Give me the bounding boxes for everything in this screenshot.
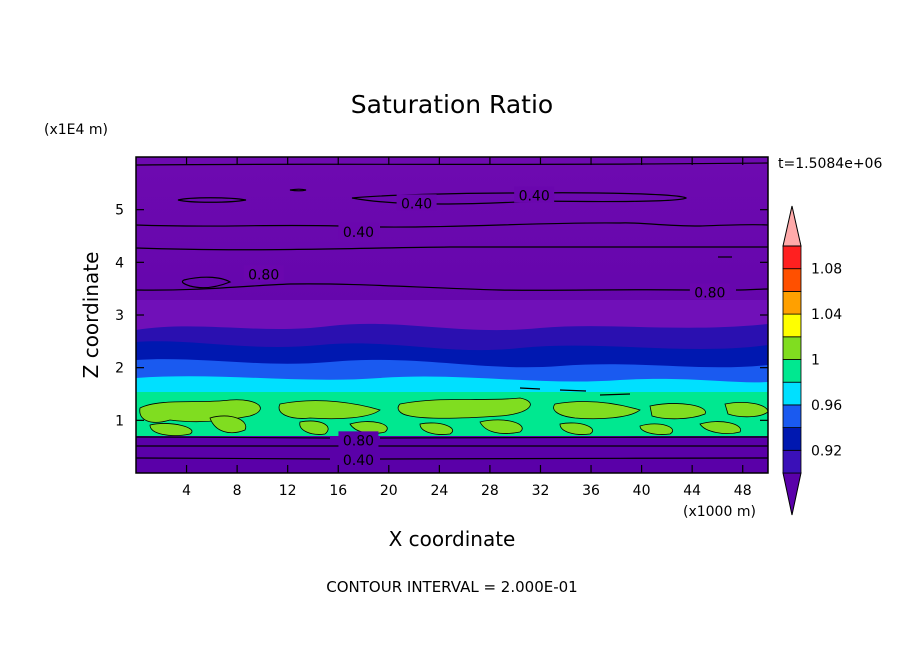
colorbar-high-arrow <box>782 205 802 247</box>
colorbar-label: 1 <box>811 353 820 369</box>
colorbar-swatch <box>782 449 802 474</box>
contour-label: 0.80 <box>343 433 374 449</box>
x-tick-label: 4 <box>182 483 191 499</box>
colorbar-label: 1.08 <box>811 262 842 278</box>
contour-label-bg <box>396 194 437 211</box>
contour-label: 0.40 <box>343 453 374 469</box>
x-tick-label: 28 <box>481 483 499 499</box>
contour-labels: 0.40 0.40 0.40 0.80 0.80 0.80 0.40 <box>243 186 730 469</box>
colorbar-swatch <box>782 381 802 406</box>
y-tick-label: 4 <box>115 255 124 271</box>
y-tick-label: 3 <box>115 308 124 324</box>
time-label: t=1.5084e+06 <box>778 156 882 172</box>
colorbar-label: 0.96 <box>811 398 842 414</box>
contour-lines <box>136 162 768 460</box>
field-bottom <box>136 436 768 473</box>
contour-label: 0.80 <box>694 285 725 301</box>
x-axis-label: X coordinate <box>389 527 516 551</box>
x-axis: 4 8 12 16 20 24 28 32 36 40 44 48 <box>182 157 752 499</box>
contour-label: 0.80 <box>248 267 279 283</box>
x-tick-label: 48 <box>734 483 752 499</box>
colorbar-swatch <box>782 404 802 428</box>
contour-interval-label: CONTOUR INTERVAL = 2.000E-01 <box>326 578 577 596</box>
colorbar-label: 0.92 <box>811 443 842 459</box>
x-unit-label: (x1000 m) <box>683 504 756 520</box>
y-axis: 1 2 3 4 5 <box>115 203 768 429</box>
x-tick-label: 44 <box>683 483 701 499</box>
chart-title: Saturation Ratio <box>351 90 553 119</box>
contour-label-bg <box>243 265 284 282</box>
contour-label-bg <box>514 186 555 203</box>
contour-label-bg <box>338 431 379 448</box>
x-tick-label: 8 <box>233 483 242 499</box>
colorbar-label: 1.04 <box>811 307 842 323</box>
colorbar-swatch <box>782 268 802 292</box>
x-tick-label: 40 <box>633 483 651 499</box>
x-tick-label: 12 <box>279 483 297 499</box>
colorbar-swatch <box>782 427 802 451</box>
y-tick-label: 1 <box>115 413 124 429</box>
contour-label: 0.40 <box>343 225 374 241</box>
y-tick-label: 5 <box>115 203 124 219</box>
colorbar-low-arrow <box>782 472 802 516</box>
contour-label-bg <box>689 283 730 300</box>
contour-label-bg <box>338 222 379 239</box>
colorbar-swatch <box>782 290 802 315</box>
colorbar-swatch <box>782 336 802 360</box>
x-tick-label: 16 <box>329 483 347 499</box>
y-axis-label: Z coordinate <box>79 252 103 379</box>
contour-label-bg <box>338 450 379 467</box>
contour-plot-area <box>136 157 768 473</box>
x-tick-label: 32 <box>532 483 550 499</box>
contour-label: 0.40 <box>519 188 550 204</box>
colorbar: 0.92 0.96 1 1.04 1.08 <box>782 205 842 516</box>
x-tick-label: 20 <box>380 483 398 499</box>
y-tick-label: 2 <box>115 361 124 377</box>
colorbar-swatch <box>782 359 802 383</box>
contour-label: 0.40 <box>401 196 432 212</box>
x-tick-label: 36 <box>582 483 600 499</box>
y-unit-label: (x1E4 m) <box>44 122 108 138</box>
colorbar-swatch <box>782 313 802 338</box>
field-patches <box>139 397 768 436</box>
colorbar-swatch <box>782 245 802 270</box>
x-tick-label: 24 <box>430 483 448 499</box>
